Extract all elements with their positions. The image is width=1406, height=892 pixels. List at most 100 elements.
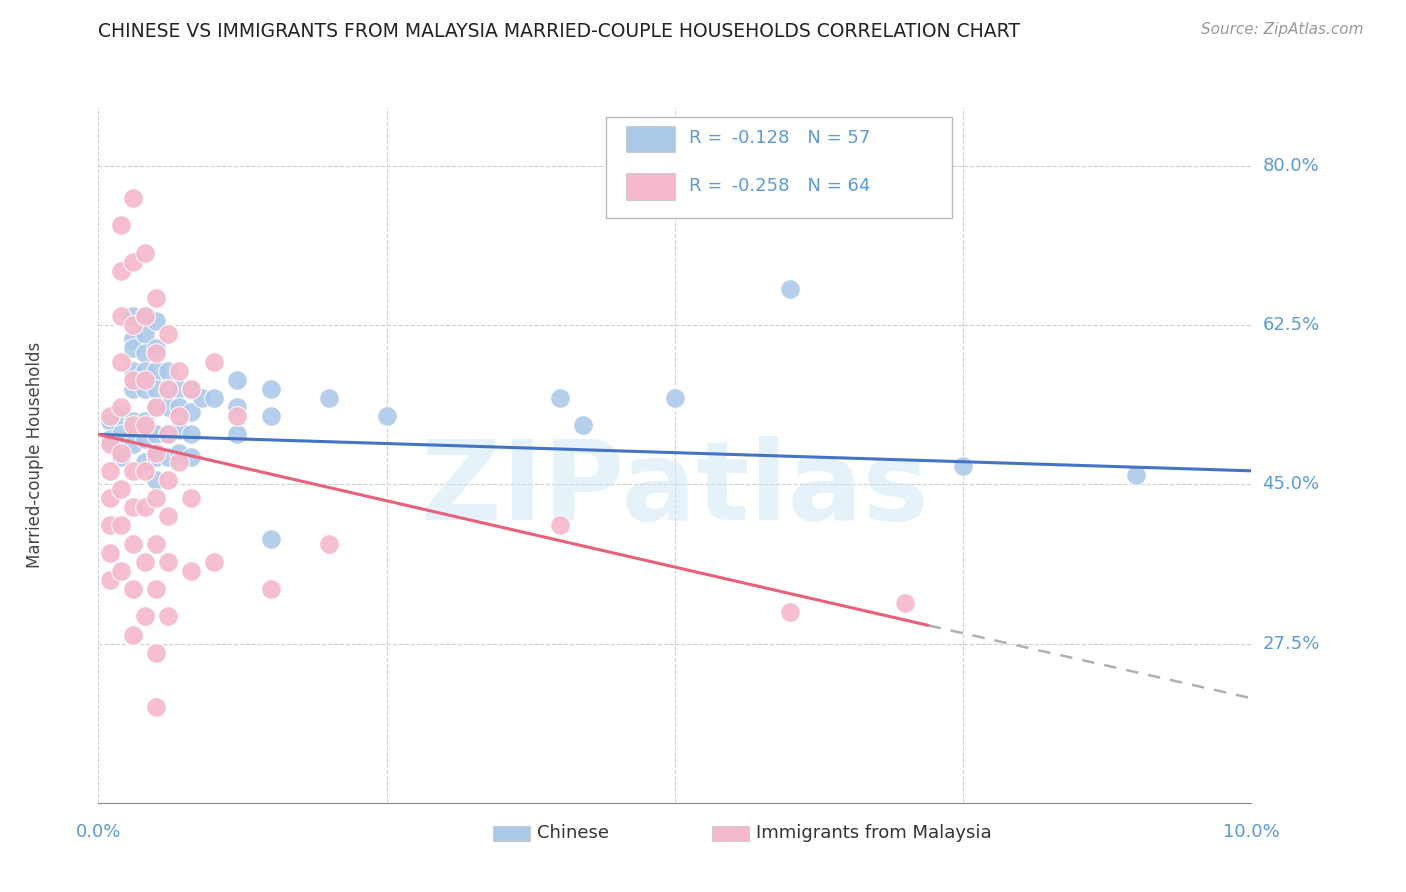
Point — [156, 364, 179, 378]
Point — [318, 391, 340, 405]
Point — [134, 414, 156, 428]
Point — [952, 459, 974, 474]
Point — [134, 245, 156, 260]
Point — [225, 373, 247, 387]
Text: 0.0%: 0.0% — [76, 822, 121, 841]
Point — [134, 609, 156, 624]
Point — [122, 464, 145, 478]
Point — [180, 427, 202, 442]
Point — [145, 364, 167, 378]
Point — [145, 382, 167, 396]
Point — [180, 382, 202, 396]
Text: Source: ZipAtlas.com: Source: ZipAtlas.com — [1201, 22, 1364, 37]
Point — [122, 364, 145, 378]
Point — [260, 532, 283, 546]
Bar — [711, 826, 748, 841]
Point — [122, 418, 145, 433]
Point — [110, 427, 132, 442]
Point — [894, 596, 917, 610]
Point — [145, 536, 167, 550]
Point — [98, 409, 121, 424]
Point — [1125, 468, 1147, 483]
Point — [156, 450, 179, 465]
Text: 80.0%: 80.0% — [1263, 157, 1319, 175]
Point — [134, 432, 156, 446]
Point — [110, 564, 132, 578]
Point — [318, 536, 340, 550]
Text: 10.0%: 10.0% — [1223, 822, 1279, 841]
Point — [122, 341, 145, 355]
Text: Married-couple Households: Married-couple Households — [25, 342, 44, 568]
Point — [134, 455, 156, 469]
Point — [180, 405, 202, 419]
Point — [98, 546, 121, 560]
Point — [145, 314, 167, 328]
Point — [225, 400, 247, 414]
Bar — [627, 173, 675, 200]
Point — [191, 391, 214, 405]
Point — [145, 291, 167, 305]
Point — [134, 500, 156, 515]
Point — [122, 436, 145, 450]
Point — [122, 332, 145, 346]
FancyBboxPatch shape — [606, 118, 952, 219]
Point — [122, 191, 145, 205]
Point — [134, 382, 156, 396]
Point — [156, 509, 179, 524]
Point — [122, 373, 145, 387]
Point — [779, 282, 801, 296]
Point — [98, 464, 121, 478]
Point — [375, 409, 398, 424]
Point — [122, 500, 145, 515]
Point — [548, 391, 571, 405]
Point — [156, 427, 179, 442]
Point — [122, 627, 145, 641]
Point — [202, 555, 225, 569]
Point — [110, 445, 132, 459]
Point — [134, 373, 156, 387]
Point — [98, 414, 121, 428]
Point — [98, 518, 121, 533]
Point — [110, 219, 132, 233]
Point — [779, 605, 801, 619]
Point — [571, 418, 593, 433]
Point — [98, 436, 121, 450]
Point — [156, 400, 179, 414]
Point — [260, 409, 283, 424]
Point — [134, 310, 156, 324]
Text: Immigrants from Malaysia: Immigrants from Malaysia — [755, 824, 991, 842]
Point — [122, 318, 145, 333]
Point — [145, 400, 167, 414]
Point — [134, 310, 156, 324]
Point — [156, 327, 179, 342]
Point — [156, 473, 179, 487]
Text: 45.0%: 45.0% — [1263, 475, 1320, 493]
Point — [134, 555, 156, 569]
Point — [167, 445, 190, 459]
Point — [167, 423, 190, 437]
Point — [145, 427, 167, 442]
Point — [98, 432, 121, 446]
Point — [134, 345, 156, 359]
Point — [225, 409, 247, 424]
Point — [122, 582, 145, 596]
Point — [134, 364, 156, 378]
Bar — [627, 126, 675, 153]
Point — [122, 382, 145, 396]
Point — [110, 450, 132, 465]
Point — [225, 427, 247, 442]
Text: CHINESE VS IMMIGRANTS FROM MALAYSIA MARRIED-COUPLE HOUSEHOLDS CORRELATION CHART: CHINESE VS IMMIGRANTS FROM MALAYSIA MARR… — [98, 22, 1021, 41]
Point — [180, 450, 202, 465]
Point — [110, 264, 132, 278]
Point — [156, 382, 179, 396]
Point — [180, 382, 202, 396]
Point — [145, 445, 167, 459]
Point — [134, 327, 156, 342]
Point — [180, 491, 202, 505]
Point — [110, 482, 132, 496]
Text: 62.5%: 62.5% — [1263, 317, 1320, 334]
Point — [202, 391, 225, 405]
Text: Chinese: Chinese — [537, 824, 609, 842]
Point — [98, 491, 121, 505]
Point — [260, 582, 283, 596]
